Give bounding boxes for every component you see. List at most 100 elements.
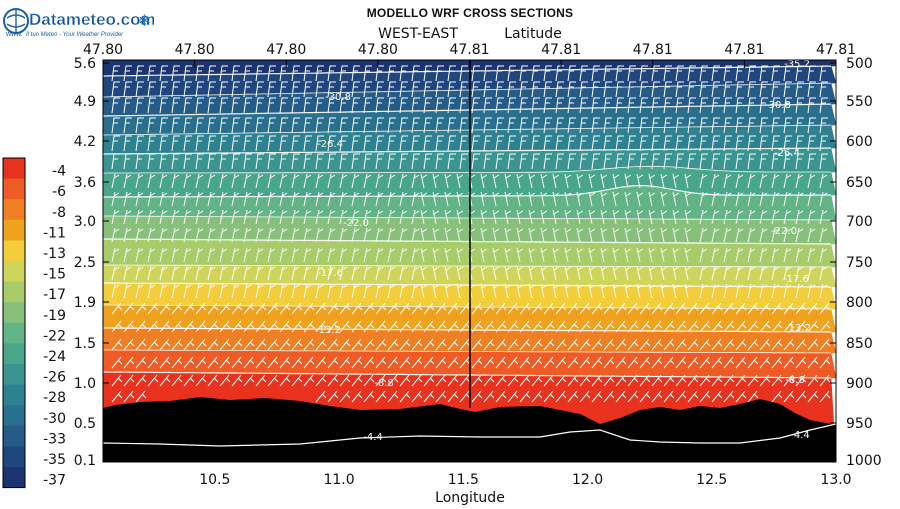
wind-barb: [171, 153, 180, 170]
wind-barb: [303, 302, 315, 315]
wind-barb: [195, 227, 204, 243]
wind-barb: [303, 81, 312, 98]
wind-barb: [147, 65, 156, 82]
wind-barb: [303, 65, 312, 82]
wind-barb: [327, 283, 336, 299]
wind-barb: [399, 117, 408, 134]
right-tick-label: 950: [846, 416, 873, 432]
wind-barb: [447, 81, 456, 98]
wind-barb: [579, 153, 588, 170]
wind-barb: [183, 265, 192, 281]
wind-barb: [411, 247, 420, 263]
wind-barb: [399, 374, 411, 387]
wind-barb: [147, 153, 156, 170]
wind-barb: [171, 320, 183, 333]
wind-barb: [444, 227, 452, 243]
isotherm-line: [103, 371, 832, 379]
wind-barb: [480, 173, 488, 189]
wind-barb: [480, 265, 488, 281]
wind-barb: [195, 320, 207, 333]
wind-barb: [351, 65, 360, 82]
wind-barb: [303, 356, 315, 369]
wind-barb: [819, 227, 828, 243]
colorbar-swatch: [3, 467, 25, 488]
colorbar-label: -37: [43, 473, 66, 489]
wind-barb: [243, 338, 255, 351]
wind-barb: [387, 265, 396, 281]
wind-barb: [279, 81, 288, 98]
wind-barb: [747, 81, 756, 98]
wind-barb: [555, 65, 564, 82]
section-direction: WEST-EAST: [378, 26, 458, 42]
wind-barb: [771, 97, 780, 114]
wind-barb: [723, 356, 735, 369]
wind-barb: [600, 173, 608, 189]
wind-barb: [456, 283, 464, 299]
wind-barb: [504, 209, 512, 225]
wind-barb: [771, 173, 780, 189]
wind-barb: [531, 356, 543, 369]
wind-barb: [531, 97, 540, 114]
isotherm-line: [103, 147, 832, 155]
wind-barb: [591, 135, 600, 152]
wind-barb: [387, 153, 396, 170]
wind-barb: [723, 135, 732, 152]
wind-barb: [612, 247, 620, 263]
wind-barb: [483, 338, 495, 351]
wind-barb: [807, 302, 819, 315]
wind-barb: [171, 117, 180, 134]
wind-barb: [255, 191, 264, 207]
colorbar-swatch: [3, 219, 25, 241]
left-axis-ticks: 5.6 4.9 4.2 3.6 3.0 2.5 1.9 1.5 1.0 0.5 0.1: [74, 56, 109, 469]
wind-barb: [612, 191, 620, 207]
wind-barb: [483, 302, 495, 315]
wind-barb: [123, 338, 135, 351]
x-axis-ticks: 10.5 11.0 11.5 12.0 12.5 13.0: [199, 454, 852, 488]
wind-barb: [684, 265, 692, 281]
wind-barb: [420, 247, 428, 263]
wind-barb: [171, 227, 180, 243]
wind-barb: [735, 320, 747, 333]
wind-barb: [111, 173, 120, 189]
wind-barb: [183, 374, 195, 387]
wind-barb: [627, 81, 636, 98]
wind-barb: [423, 390, 435, 403]
wind-barb: [672, 227, 680, 243]
wind-barb: [471, 153, 480, 170]
wind-barb: [432, 173, 440, 189]
wind-barb: [291, 356, 303, 369]
wind-barb: [267, 338, 279, 351]
wind-barb: [315, 97, 324, 114]
colorbar-label: -30: [43, 411, 66, 427]
wind-barb: [444, 247, 452, 263]
wind-barb: [159, 65, 168, 82]
wind-barb: [648, 283, 656, 299]
wind-barb: [279, 173, 288, 189]
wind-barb: [819, 97, 828, 114]
wind-barb: [699, 191, 708, 207]
wind-barb: [807, 173, 816, 189]
wind-barb: [735, 65, 744, 82]
wind-barb: [387, 97, 396, 114]
wind-barb: [564, 283, 572, 299]
contour-label: -35.2: [784, 59, 810, 70]
wind-barb: [303, 283, 312, 299]
wind-barb: [783, 227, 792, 243]
wind-barb: [552, 173, 560, 189]
wind-barb: [552, 191, 560, 207]
wind-barb: [183, 247, 192, 263]
wind-barb: [195, 153, 204, 170]
wind-barb: [624, 191, 632, 207]
right-tick-label: 750: [846, 255, 873, 271]
wind-barb: [747, 265, 756, 281]
logo-brand: Datameteo.com: [29, 10, 154, 29]
wind-barb: [639, 153, 648, 170]
wind-barb: [663, 97, 672, 114]
wind-barb: [456, 191, 464, 207]
left-tick-label: 1.9: [74, 295, 96, 311]
wind-barb: [219, 173, 228, 189]
wind-barb: [195, 65, 204, 82]
wind-barb: [351, 320, 363, 333]
wind-barb: [375, 390, 387, 403]
wind-barb: [111, 209, 120, 225]
